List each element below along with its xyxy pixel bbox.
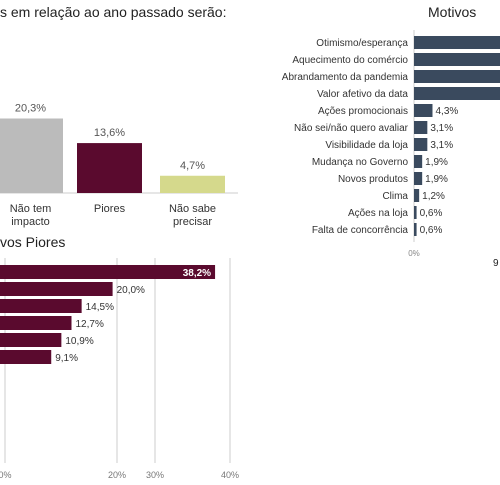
chart2-value-label-10: 1,2% [422, 191, 445, 202]
chart3-x-tick-1: 0% [0, 470, 12, 480]
main-chart-title: s em relação ao ano passado serão: [0, 4, 227, 20]
chart2-category-label-3: Abrandamento da pandemia [282, 72, 409, 83]
chart2-bar-10 [414, 189, 420, 202]
chart2-x-tick-1: 0% [408, 249, 420, 258]
chart2-category-label-1: Otimismo/esperança [316, 38, 408, 49]
chart2-value-label-6: 3,1% [430, 123, 453, 134]
chart3-value-label-6: 9,1% [55, 353, 78, 364]
chart2-value-label-11: 0,6% [420, 208, 443, 219]
chart3-bar-3 [0, 299, 82, 313]
chart2-bar-5 [414, 104, 433, 117]
chart1-category-label-3-2: precisar [173, 216, 212, 228]
chart2-category-label-2: Aquecimento do comércio [292, 55, 408, 66]
chart3-value-label-4: 12,7% [76, 319, 104, 330]
chart2-category-label-12: Falta de concorrência [312, 225, 409, 236]
motivos-axis-fragment: 9 [493, 258, 499, 269]
chart1-bar-2 [77, 143, 142, 193]
chart3-x-tick-4: 40% [221, 470, 239, 480]
chart2-value-label-5: 4,3% [435, 106, 458, 117]
chart3-bar-2 [0, 282, 113, 296]
chart2-value-label-8: 1,9% [425, 157, 448, 168]
chart2-bar-12 [414, 223, 417, 236]
chart2-category-label-10: Clima [382, 191, 408, 202]
chart1-value-label-2: 13,6% [94, 127, 125, 139]
chart2-category-label-5: Ações promocionais [318, 106, 408, 117]
chart2-value-label-7: 3,1% [430, 140, 453, 151]
chart1-category-label-1-2: impacto [11, 216, 50, 228]
chart3-bar-6 [0, 350, 52, 364]
chart2-category-label-9: Novos produtos [338, 174, 408, 185]
chart2-bar-7 [414, 138, 428, 151]
chart3-value-label-1: 38,2% [183, 268, 211, 279]
chart2-bar-4 [414, 87, 500, 100]
chart1-category-label-2-1: Piores [94, 203, 126, 215]
chart3-value-label-2: 20,0% [117, 285, 145, 296]
chart1-value-label-3: 4,7% [180, 160, 205, 172]
chart2-bar-6 [414, 121, 428, 134]
chart3-bar-1 [0, 265, 216, 279]
chart3-bar-4 [0, 316, 72, 330]
chart2-category-label-11: Ações na loja [348, 208, 408, 219]
chart2-category-label-7: Visibilidade da loja [325, 140, 408, 151]
chart3-x-tick-3: 30% [146, 470, 164, 480]
chart2-bar-9 [414, 172, 423, 185]
chart2-category-label-8: Mudança no Governo [312, 157, 409, 168]
chart2-value-label-12: 0,6% [420, 225, 443, 236]
chart2-bar-11 [414, 206, 417, 219]
chart1-category-label-1-1: Não tem [10, 203, 52, 215]
chart1-bar-3 [160, 175, 225, 193]
chart2-bar-8 [414, 155, 423, 168]
chart2-bar-3 [414, 70, 500, 83]
motivos-piores-chart-title: vos Piores [0, 234, 66, 250]
chart1-value-label-1: 20,3% [15, 102, 46, 114]
chart1-bar-1 [0, 118, 63, 193]
chart2-bar-2 [414, 53, 500, 66]
chart2-category-label-6: Não sei/não quero avaliar [294, 123, 409, 134]
motivos-chart-title: Motivos [428, 4, 477, 20]
chart2-value-label-9: 1,9% [425, 174, 448, 185]
chart3-value-label-5: 10,9% [65, 336, 93, 347]
chart3-x-tick-2: 20% [108, 470, 126, 480]
chart3-bar-5 [0, 333, 62, 347]
chart2-category-label-4: Valor afetivo da data [317, 89, 408, 100]
chart2-bar-1 [414, 36, 500, 49]
chart1-category-label-3-1: Não sabe [169, 203, 216, 215]
chart3-value-label-3: 14,5% [86, 302, 114, 313]
